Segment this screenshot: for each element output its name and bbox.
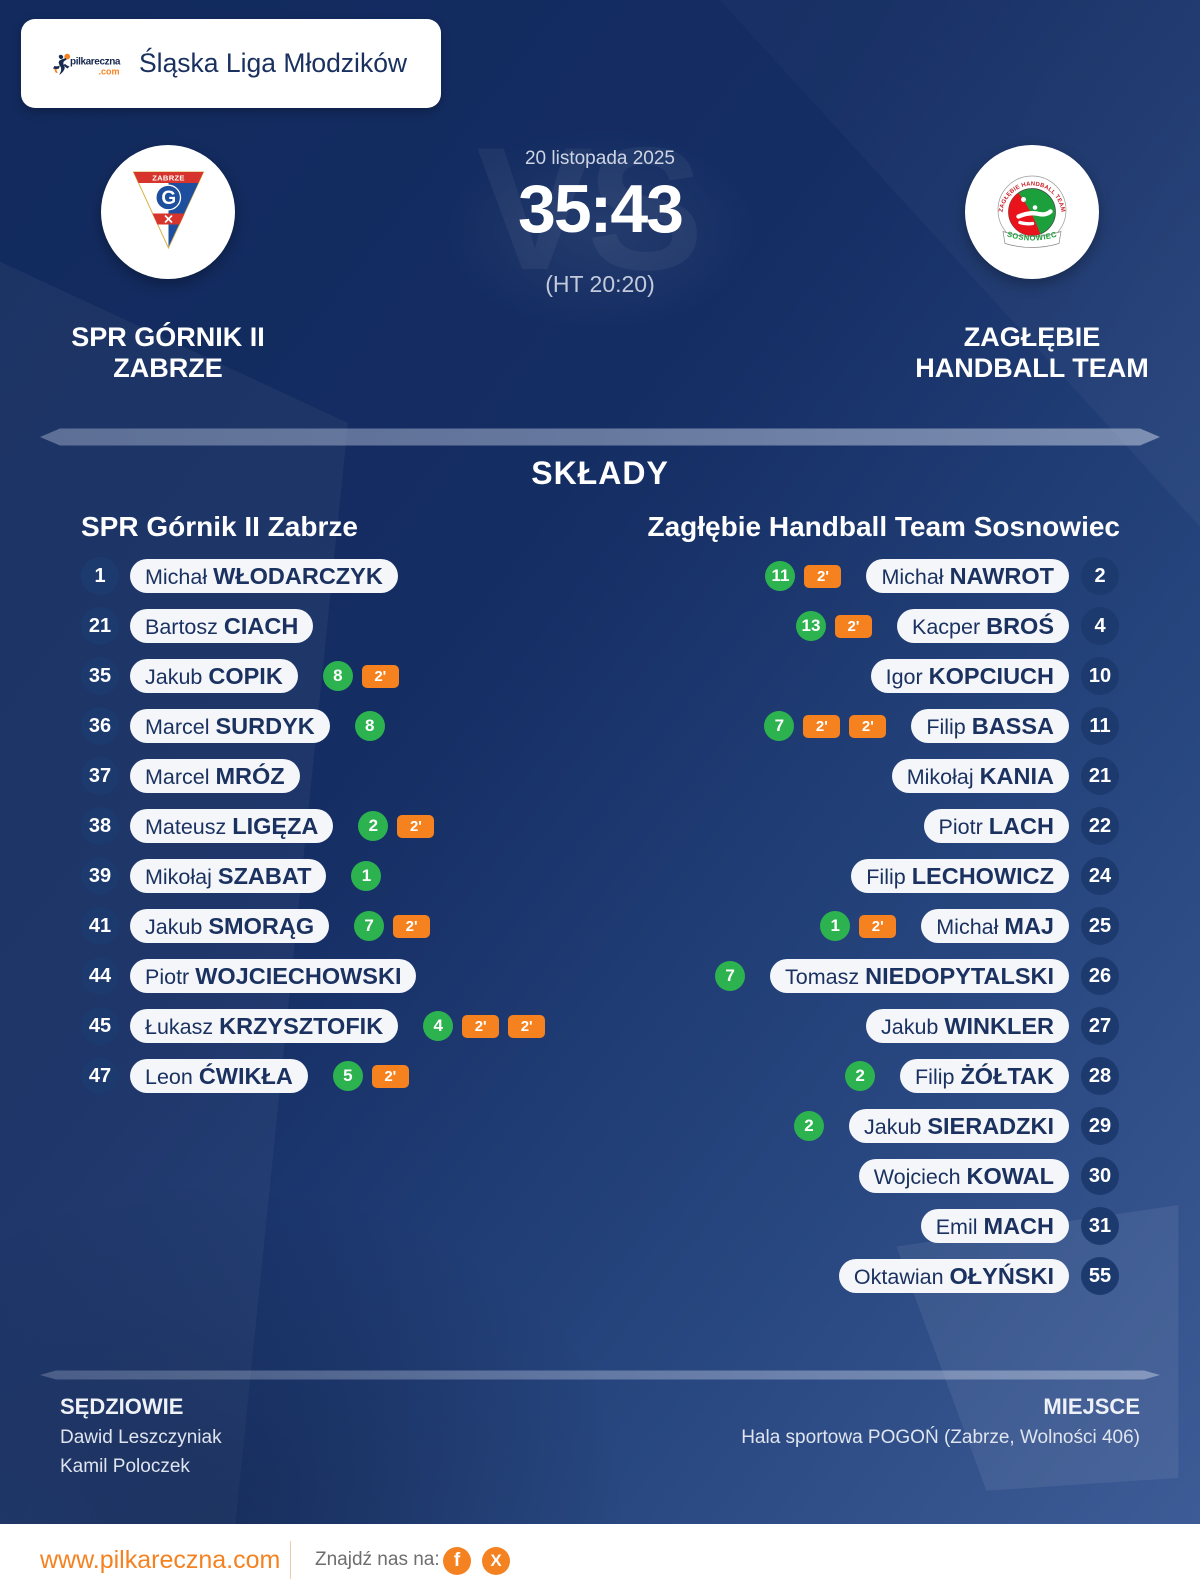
svg-text:.com: .com [99, 67, 120, 77]
svg-text:ZABRZE: ZABRZE [152, 174, 185, 183]
svg-text:G: G [161, 188, 176, 209]
svg-text:pilkareczna: pilkareczna [70, 57, 121, 68]
svg-text:SOSNOWIEC: SOSNOWIEC [1006, 230, 1058, 243]
